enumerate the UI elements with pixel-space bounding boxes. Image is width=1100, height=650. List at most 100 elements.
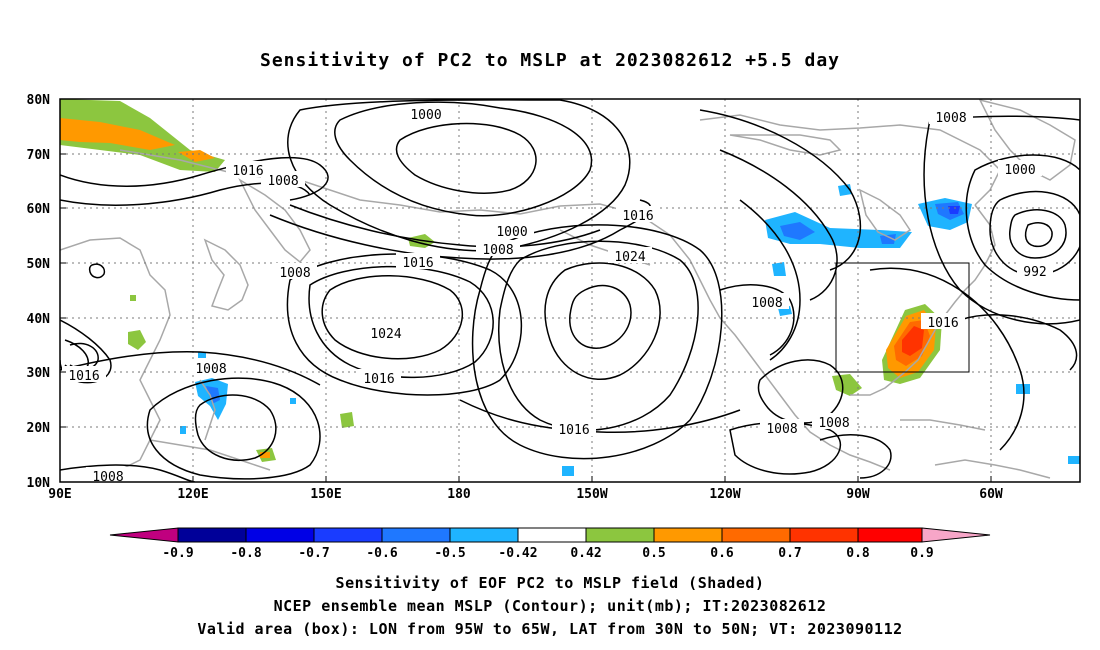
contour-1016-atlantic: [869, 267, 1025, 451]
colorbar-bin: [245, 527, 315, 543]
svg-text:1008: 1008: [751, 296, 782, 311]
shade-blue-pacific-south: [562, 466, 574, 476]
lon-label-90e: 90E: [48, 487, 71, 502]
contour-1016-south: [459, 399, 741, 434]
contour-label: 1008: [929, 108, 973, 126]
shade-green-small: [130, 295, 136, 301]
coastline-japan: [203, 238, 249, 311]
coastline-mexico: [764, 374, 891, 471]
colorbar-label: 0.9: [910, 546, 933, 561]
lat-label-80n: 80N: [27, 93, 51, 108]
svg-text:1008: 1008: [482, 243, 513, 258]
coastline-hudson: [858, 188, 912, 241]
shade-blue-small-6: [1016, 384, 1030, 394]
coastline-arctic-islands: [729, 134, 842, 156]
lon-label-90w: 90W: [846, 487, 870, 502]
contour-1000-arctic-inner: [395, 122, 537, 194]
svg-text:1008: 1008: [935, 111, 966, 126]
colorbar-label: -0.42: [498, 546, 537, 561]
contour-1024-central: [544, 262, 661, 380]
shade-blue-dot: [198, 352, 206, 358]
contour-1008-southwest-inner: [194, 394, 277, 461]
shade-blue-small-1: [180, 426, 186, 434]
contour-label: 1008: [812, 413, 856, 431]
caption-valid-area: Valid area (box): LON from 95W to 65W, L…: [197, 620, 903, 638]
svg-text:992: 992: [1023, 265, 1046, 280]
coastline-philippines: [199, 379, 216, 441]
svg-text:1000: 1000: [496, 225, 527, 240]
contour-label: 1016: [226, 161, 270, 179]
shade-green-west: [128, 330, 146, 350]
contour-label: 1016: [921, 313, 965, 331]
shade-orange-northwest-2: [178, 150, 215, 162]
contour-label: 1008: [760, 419, 804, 437]
contour-label: 1008: [476, 240, 520, 258]
shade-blue-small-2: [290, 398, 296, 404]
svg-text:1016: 1016: [363, 372, 394, 387]
contour-1016-canada: [739, 199, 801, 361]
colorbar-bin: [449, 527, 519, 543]
shade-blue-small-4: [772, 262, 786, 276]
contour-1008-southwest-bottom: [60, 464, 196, 482]
colorbar-bin: [177, 527, 247, 543]
contour-992-low-inner: [1009, 209, 1067, 259]
contour-1016-west-inner: [308, 265, 494, 379]
colorbar-bin: [721, 527, 791, 543]
coastline-caribbean: [900, 419, 986, 431]
colorbar-below-triangle: [109, 527, 179, 543]
lon-label-60w: 60W: [979, 487, 1003, 502]
longitude-labels: 90E 120E 150E 180 150W 120W 90W 60W: [48, 487, 1003, 502]
coastline-east-asia: [60, 237, 171, 482]
contour-label: 1016: [616, 206, 660, 224]
contour-1016-central: [498, 240, 699, 431]
colorbar-label: -0.7: [298, 546, 329, 561]
colorbar-bin: [857, 527, 923, 543]
lat-label-30n: 30N: [27, 366, 51, 381]
contour-label: 1000: [404, 105, 448, 123]
colorbar-above-triangle: [921, 527, 991, 543]
lat-label-10n: 10N: [27, 476, 51, 491]
contour-label: 1016: [396, 253, 440, 271]
contour-1008-central-us: [719, 284, 795, 356]
svg-text:1016: 1016: [622, 209, 653, 224]
contour-1000-canada: [699, 109, 862, 271]
shade-orange-northwest: [60, 118, 175, 150]
svg-text:1000: 1000: [410, 108, 441, 123]
contour-label: 1000: [490, 222, 534, 240]
svg-text:1000: 1000: [1004, 163, 1035, 178]
svg-text:1016: 1016: [558, 423, 589, 438]
contour-1008-canada: [719, 149, 838, 301]
contour-small-2: [69, 342, 99, 370]
coastline-alaska: [559, 203, 766, 376]
svg-text:1016: 1016: [232, 164, 263, 179]
contour-label: 1000: [998, 160, 1042, 178]
mslp-contours: [60, 99, 1080, 482]
svg-text:1016: 1016: [68, 369, 99, 384]
contour-1008-labrador: [923, 115, 1080, 325]
colorbar-bin: [313, 527, 383, 543]
shade-green-pacific: [340, 412, 354, 428]
colorbar-label: 0.8: [846, 546, 870, 561]
shade-blue-canada-core: [780, 222, 815, 240]
contour-1024-central-inner: [569, 284, 632, 349]
lat-label-20n: 20N: [27, 421, 51, 436]
latitude-labels: 80N 70N 60N 50N 40N 30N 20N 10N: [27, 93, 51, 491]
contour-label: 1016: [552, 420, 596, 438]
shade-green-gulf: [832, 374, 862, 396]
contour-label: 1008: [745, 293, 789, 311]
svg-text:1024: 1024: [370, 327, 401, 342]
svg-text:1008: 1008: [195, 362, 226, 377]
coastline-labrador: [964, 204, 996, 291]
shade-red-atlantic: [902, 326, 924, 356]
shade-blue-philippine-core: [206, 386, 220, 404]
colorbar-bin: [789, 527, 859, 543]
lon-label-150e: 150E: [310, 487, 341, 502]
caption-shading: Sensitivity of EOF PC2 to MSLP field (Sh…: [335, 574, 765, 592]
lon-label-120w: 120W: [709, 487, 740, 502]
contour-label: 1008: [273, 263, 317, 281]
contour-1024-west: [321, 275, 464, 360]
colorbar-label: -0.6: [366, 546, 397, 561]
contour-label: 1016: [357, 369, 401, 387]
colorbar-label: -0.8: [230, 546, 261, 561]
